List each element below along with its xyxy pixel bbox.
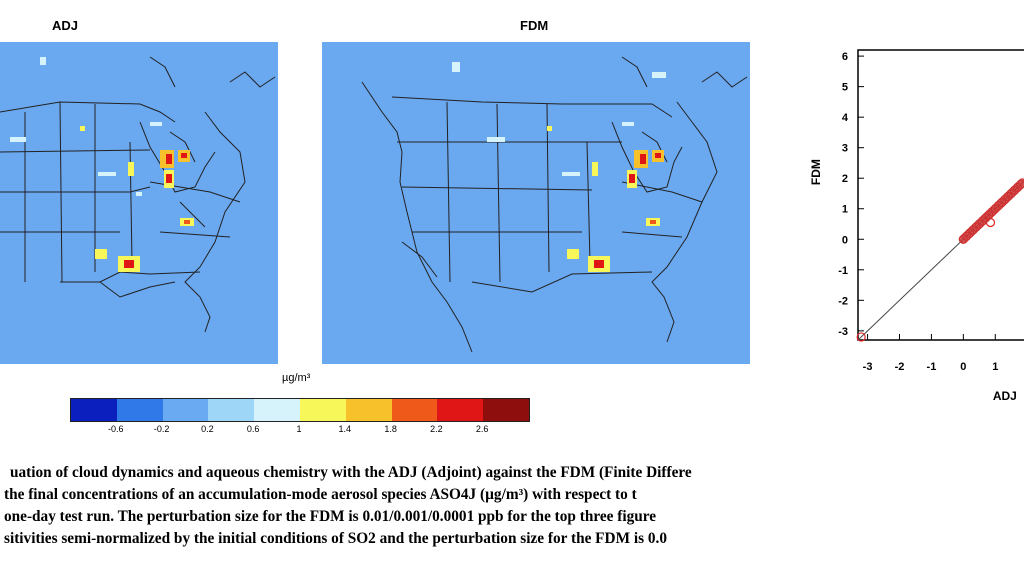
y-tick-label: 5 bbox=[842, 82, 848, 94]
y-tick-label: 3 bbox=[842, 143, 848, 155]
fdm-map-drawing bbox=[361, 56, 748, 353]
y-axis-label: FDM bbox=[809, 159, 823, 185]
colorbar-tick-label: 0.2 bbox=[201, 424, 214, 434]
y-tick-label: 1 bbox=[842, 204, 848, 216]
y-tick-label: 0 bbox=[842, 234, 848, 246]
y-tick-label: -2 bbox=[838, 295, 848, 307]
y-tick-label: -3 bbox=[838, 326, 848, 338]
data-point bbox=[856, 332, 866, 342]
x-tick-label: 0 bbox=[960, 361, 966, 373]
caption-line-4: sitivities semi-normalized by the initia… bbox=[4, 530, 667, 547]
y-tick-label: 4 bbox=[842, 112, 849, 124]
y-tick-label: 6 bbox=[842, 51, 848, 63]
caption-line-2: the final concentrations of an accumulat… bbox=[4, 486, 637, 503]
dense-point-band bbox=[958, 178, 1024, 244]
colorbar-tick-label: -0.2 bbox=[153, 424, 170, 434]
colorbar bbox=[70, 398, 530, 422]
y-tick-label: -1 bbox=[838, 265, 848, 277]
colorbar-swatch bbox=[254, 399, 300, 421]
adj-map bbox=[0, 42, 278, 364]
colorbar-swatch bbox=[437, 399, 484, 421]
colorbar-tick-label: 0.6 bbox=[246, 424, 260, 434]
adj-map-title: ADJ bbox=[52, 18, 79, 33]
x-tick-label: -2 bbox=[895, 361, 905, 373]
y-tick-label: 2 bbox=[842, 173, 848, 185]
colorbar-swatch bbox=[345, 399, 392, 421]
colorbar-tick-label: 1.4 bbox=[338, 424, 352, 434]
colorbar-swatch bbox=[116, 399, 163, 421]
colorbar-swatch bbox=[71, 399, 117, 421]
figure-caption: uation of cloud dynamics and aqueous che… bbox=[0, 462, 1024, 550]
caption-line-3: one-day test run. The perturbation size … bbox=[4, 508, 657, 525]
x-axis-label: ADJ bbox=[993, 389, 1017, 403]
fdm-map-title: FDM bbox=[520, 18, 549, 33]
x-tick-label: 1 bbox=[992, 361, 998, 373]
fdm-map bbox=[322, 42, 750, 364]
colorbar-swatch bbox=[162, 399, 209, 421]
unit-label: µg/m³ bbox=[282, 372, 311, 384]
colorbar-tick-label: -0.6 bbox=[108, 424, 124, 434]
colorbar-swatch bbox=[483, 399, 529, 421]
colorbar-tick-label: 1 bbox=[296, 424, 302, 434]
colorbar-tick-label: 2.2 bbox=[430, 424, 443, 434]
colorbar-tick-label: 1.8 bbox=[384, 424, 397, 434]
plot-frame bbox=[857, 49, 1024, 341]
x-tick-label: -3 bbox=[863, 361, 873, 373]
x-tick-label: -1 bbox=[927, 361, 937, 373]
caption-line-1: uation of cloud dynamics and aqueous che… bbox=[10, 464, 692, 481]
colorbar-swatch bbox=[299, 399, 346, 421]
adj-map-drawing bbox=[0, 56, 276, 333]
colorbar-swatch bbox=[391, 399, 438, 421]
scatter-plot: 6 5 4 3 2 1 0 -1 -2 -3 -3 -2 -1 0 1 FDM ADJ bbox=[809, 49, 1024, 403]
colorbar-swatch bbox=[208, 399, 255, 421]
colorbar-tick-label: 2.6 bbox=[475, 424, 489, 434]
